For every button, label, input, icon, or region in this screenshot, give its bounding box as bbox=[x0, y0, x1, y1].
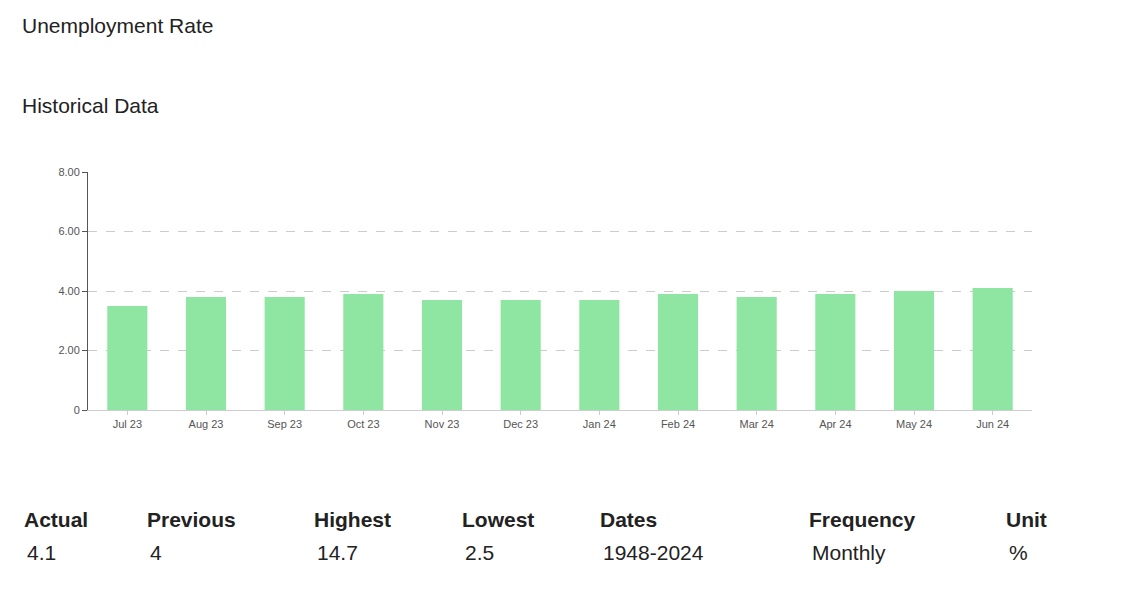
svg-text:4.00: 4.00 bbox=[58, 285, 79, 297]
html-text:Dates: Dates bbox=[600, 508, 658, 531]
svg-text:Jul 23: Jul 23 bbox=[113, 418, 142, 430]
html-text:Previous: Previous bbox=[147, 508, 236, 531]
svg-text:2.00: 2.00 bbox=[58, 344, 79, 356]
html-text:Historical Data: Historical Data bbox=[22, 94, 159, 117]
html-text:Lowest: Lowest bbox=[462, 508, 535, 531]
svg-text:Feb 24: Feb 24 bbox=[661, 418, 695, 430]
html-text:4.1: 4.1 bbox=[27, 541, 57, 564]
html-text:Actual: Actual bbox=[24, 508, 89, 531]
svg-text:Jun 24: Jun 24 bbox=[976, 418, 1009, 430]
html-text:Highest: Highest bbox=[314, 508, 391, 531]
svg-text:May 24: May 24 bbox=[896, 418, 932, 430]
html-text:Unemployment Rate: Unemployment Rate bbox=[22, 14, 214, 37]
svg-text:0: 0 bbox=[74, 404, 80, 416]
svg-text:Apr 24: Apr 24 bbox=[819, 418, 851, 430]
html-text:14.7: 14.7 bbox=[317, 541, 358, 564]
svg-text:Aug 23: Aug 23 bbox=[189, 418, 224, 430]
html-text:Monthly: Monthly bbox=[812, 541, 886, 564]
html-text:1948-2024: 1948-2024 bbox=[603, 541, 704, 564]
svg-text:Jan 24: Jan 24 bbox=[583, 418, 616, 430]
svg-text:6.00: 6.00 bbox=[58, 225, 79, 237]
html-text:4: 4 bbox=[150, 541, 162, 564]
html-text:Unit: Unit bbox=[1006, 508, 1047, 531]
svg-text:8.00: 8.00 bbox=[58, 166, 79, 178]
svg-text:Dec 23: Dec 23 bbox=[503, 418, 538, 430]
html-text:2.5: 2.5 bbox=[465, 541, 495, 564]
svg-text:Mar 24: Mar 24 bbox=[740, 418, 774, 430]
html-text:Frequency: Frequency bbox=[809, 508, 916, 531]
svg-text:Sep 23: Sep 23 bbox=[267, 418, 302, 430]
svg-text:Nov 23: Nov 23 bbox=[425, 418, 460, 430]
svg-text:Oct 23: Oct 23 bbox=[347, 418, 379, 430]
